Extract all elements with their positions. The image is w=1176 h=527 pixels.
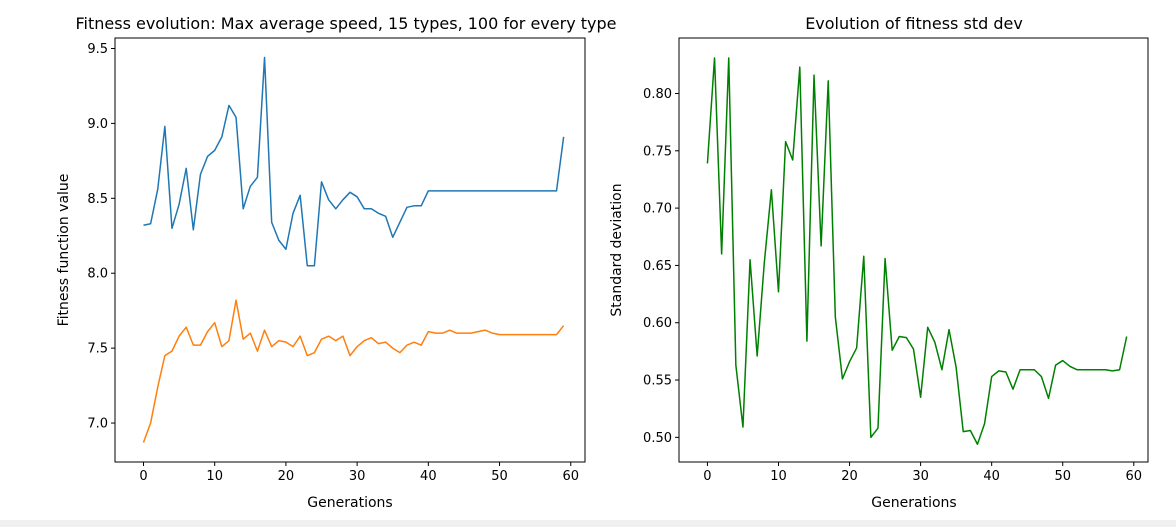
- y-tick-label: 8.0: [87, 267, 108, 282]
- chart-fitness-evolution: Fitness evolution: Max average speed, 15…: [56, 14, 617, 511]
- y-tick-label: 0.50: [643, 431, 672, 446]
- series-line-1: [143, 56, 565, 267]
- y-tick-label: 8.5: [87, 192, 108, 207]
- y-tick-label: 9.5: [87, 42, 108, 57]
- series-line-2: [142, 299, 565, 443]
- series-line-1: [706, 57, 1128, 445]
- x-tick-label: 50: [1054, 469, 1071, 484]
- y-tick-label: 0.80: [643, 87, 672, 102]
- plot-area-frame: [678, 37, 1149, 463]
- series-lines: [142, 56, 565, 443]
- chart-title: Evolution of fitness std dev: [805, 14, 1023, 33]
- x-axis-label: Generations: [871, 495, 956, 511]
- y-tick-label: 0.75: [643, 144, 672, 159]
- x-tick-label: 50: [491, 469, 508, 484]
- x-tick-label: 0: [139, 469, 147, 484]
- x-tick-label: 20: [841, 469, 858, 484]
- x-tick-label: 10: [206, 469, 223, 484]
- plot-area-frame: [114, 37, 586, 463]
- y-tick-label: 7.0: [87, 417, 108, 432]
- x-tick-label: 60: [562, 469, 579, 484]
- x-tick-label: 30: [349, 469, 366, 484]
- x-tick-label: 40: [983, 469, 1000, 484]
- y-tick-label: 9.0: [87, 117, 108, 132]
- x-tick-label: 40: [420, 469, 437, 484]
- axis-ticks: 0 10 20 30 40 50 60 0.50 0.55 0.60 0.65 0.70 0.75 0.8…: [643, 87, 1142, 484]
- y-tick-label: 0.55: [643, 374, 672, 389]
- y-axis-label: Fitness function value: [56, 174, 72, 327]
- x-tick-label: 60: [1126, 469, 1143, 484]
- window-bottom-edge: [0, 520, 1176, 527]
- y-tick-label: 0.70: [643, 202, 672, 217]
- x-tick-label: 0: [703, 469, 711, 484]
- y-tick-label: 0.60: [643, 316, 672, 331]
- x-axis-label: Generations: [307, 495, 392, 511]
- x-tick-label: 10: [770, 469, 787, 484]
- chart-title: Fitness evolution: Max average speed, 15…: [75, 14, 616, 33]
- y-tick-label: 0.65: [643, 259, 672, 274]
- x-tick-label: 20: [278, 469, 295, 484]
- x-tick-label: 30: [912, 469, 929, 484]
- chart-std-dev-evolution: Evolution of fitness std dev 0 10 20 30 40 50…: [609, 14, 1149, 511]
- axis-ticks: 0 10 20 30 40 50 60 7.0 7.5 8.0 8.5 9.0 9.5: [87, 42, 579, 484]
- series-lines: [706, 57, 1128, 445]
- y-axis-label: Standard deviation: [609, 183, 625, 316]
- y-tick-label: 7.5: [87, 342, 108, 357]
